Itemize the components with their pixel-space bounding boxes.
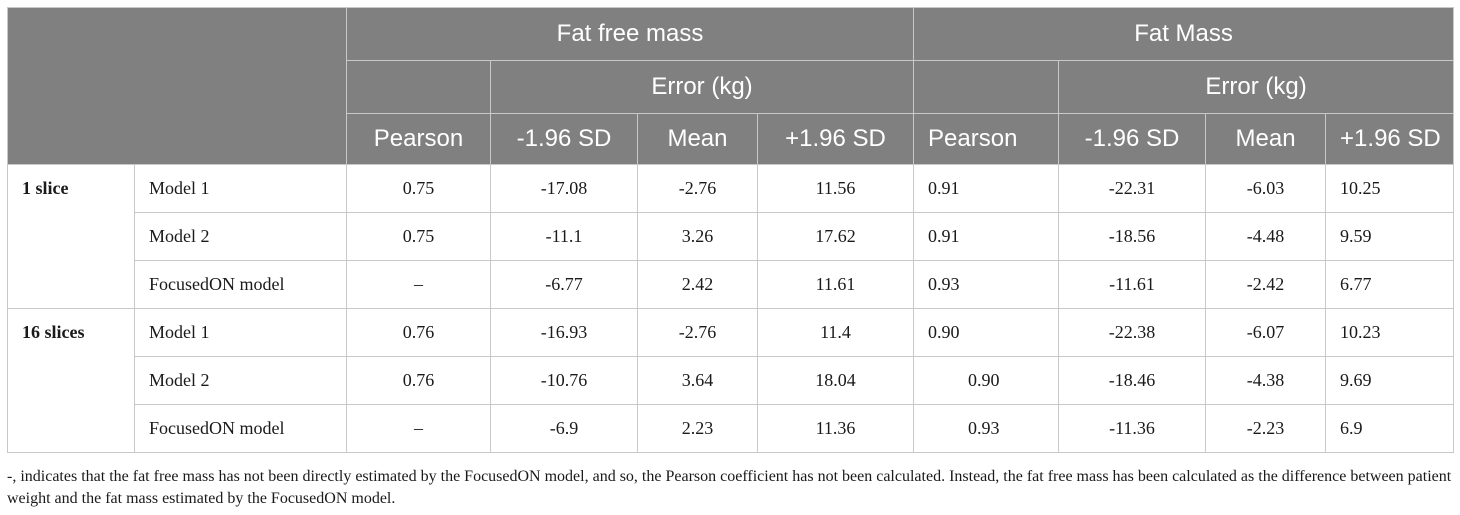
model-name: FocusedON model <box>134 404 347 453</box>
table-row: FocusedON model – -6.77 2.42 11.61 0.93 … <box>8 260 1455 309</box>
ffm-mean: 3.64 <box>637 356 758 405</box>
col-header-fm-mean: Mean <box>1205 113 1327 165</box>
header-fat-free-mass: Fat free mass <box>345 7 915 61</box>
ffm-mean: 3.26 <box>637 212 758 261</box>
ffm-pearson: – <box>346 260 491 309</box>
ffm-pearson: 0.75 <box>346 164 491 213</box>
col-header-ffm-minus-sd: -1.96 SD <box>490 113 638 165</box>
table-row: Model 2 0.75 -11.1 3.26 17.62 0.91 -18.5… <box>8 212 1455 261</box>
group-label-16-slices: 16 slices <box>7 308 135 453</box>
fm-minus-sd: -18.56 <box>1058 212 1207 261</box>
model-name: Model 2 <box>134 356 347 405</box>
table-header: Fat free mass Fat Mass Error (kg) Error … <box>7 7 1455 165</box>
col-header-ffm-pearson: Pearson <box>346 113 491 165</box>
table-footnote: -, indicates that the fat free mass has … <box>7 468 1452 507</box>
fm-pearson: 0.91 <box>913 164 1060 213</box>
fm-pearson: 0.90 <box>913 356 1060 405</box>
col-header-ffm-plus-sd: +1.96 SD <box>756 113 915 165</box>
fm-pearson: 0.91 <box>913 212 1060 261</box>
ffm-mean: -2.76 <box>637 164 758 213</box>
group-label-1-slice: 1 slice <box>7 164 135 309</box>
fm-mean: -4.48 <box>1205 212 1327 261</box>
table-row: FocusedON model – -6.9 2.23 11.36 0.93 -… <box>8 404 1455 453</box>
ffm-mean: -2.76 <box>637 308 758 357</box>
header-fat-mass: Fat Mass <box>913 7 1455 61</box>
col-header-ffm-mean: Mean <box>637 113 758 165</box>
fm-plus-sd: 10.23 <box>1325 308 1455 357</box>
ffm-minus-sd: -16.93 <box>490 308 638 357</box>
fm-mean: -4.38 <box>1205 356 1327 405</box>
ffm-minus-sd: -11.1 <box>490 212 638 261</box>
fm-plus-sd: 6.9 <box>1325 404 1455 453</box>
ffm-pearson: 0.75 <box>346 212 491 261</box>
fm-pearson: 0.93 <box>913 260 1060 309</box>
fm-plus-sd: 9.59 <box>1325 212 1455 261</box>
results-table-container: Fat free mass Fat Mass Error (kg) Error … <box>7 7 1455 453</box>
model-name: Model 2 <box>134 212 347 261</box>
table-row: 16 slices Model 1 0.76 -16.93 -2.76 11.4… <box>7 308 1455 453</box>
fm-pearson: 0.93 <box>913 404 1060 453</box>
header-error-fm: Error (kg) <box>1058 60 1455 114</box>
header-corner-cell <box>7 7 347 165</box>
fm-plus-sd: 10.25 <box>1325 164 1455 213</box>
fm-minus-sd: -22.38 <box>1058 308 1207 357</box>
fm-mean: -6.07 <box>1205 308 1327 357</box>
ffm-plus-sd: 11.56 <box>756 164 915 213</box>
col-header-fm-minus-sd: -1.96 SD <box>1058 113 1207 165</box>
ffm-plus-sd: 11.4 <box>756 308 915 357</box>
ffm-plus-sd: 18.04 <box>756 356 915 405</box>
ffm-minus-sd: -17.08 <box>490 164 638 213</box>
fm-plus-sd: 6.77 <box>1325 260 1455 309</box>
fm-minus-sd: -18.46 <box>1058 356 1207 405</box>
ffm-pearson: 0.76 <box>346 356 491 405</box>
ffm-mean: 2.23 <box>637 404 758 453</box>
ffm-minus-sd: -6.77 <box>490 260 638 309</box>
ffm-plus-sd: 11.36 <box>756 404 915 453</box>
header-blank-ffm <box>346 60 491 114</box>
fm-minus-sd: -22.31 <box>1058 164 1207 213</box>
fm-minus-sd: -11.36 <box>1058 404 1207 453</box>
table-row: Model 2 0.76 -10.76 3.64 18.04 0.90 -18.… <box>8 356 1455 405</box>
table-row: 1 slice Model 1 0.75 -17.08 -2.76 11.56 … <box>7 164 1455 309</box>
ffm-minus-sd: -6.9 <box>490 404 638 453</box>
ffm-pearson: – <box>346 404 491 453</box>
ffm-minus-sd: -10.76 <box>490 356 638 405</box>
fm-pearson: 0.90 <box>913 308 1060 357</box>
ffm-mean: 2.42 <box>637 260 758 309</box>
results-table: Fat free mass Fat Mass Error (kg) Error … <box>7 7 1455 453</box>
fm-mean: -6.03 <box>1205 164 1327 213</box>
model-name: Model 1 <box>134 308 347 357</box>
ffm-plus-sd: 17.62 <box>756 212 915 261</box>
ffm-pearson: 0.76 <box>346 308 491 357</box>
header-blank-fm <box>913 60 1060 114</box>
fm-minus-sd: -11.61 <box>1058 260 1207 309</box>
col-header-fm-plus-sd: +1.96 SD <box>1325 113 1455 165</box>
col-header-fm-pearson: Pearson <box>913 113 1060 165</box>
ffm-plus-sd: 11.61 <box>756 260 915 309</box>
fm-mean: -2.42 <box>1205 260 1327 309</box>
table-body: 1 slice Model 1 0.75 -17.08 -2.76 11.56 … <box>7 164 1455 453</box>
fm-mean: -2.23 <box>1205 404 1327 453</box>
model-name: FocusedON model <box>134 260 347 309</box>
fm-plus-sd: 9.69 <box>1325 356 1455 405</box>
model-name: Model 1 <box>134 164 347 213</box>
header-error-ffm: Error (kg) <box>489 60 915 114</box>
